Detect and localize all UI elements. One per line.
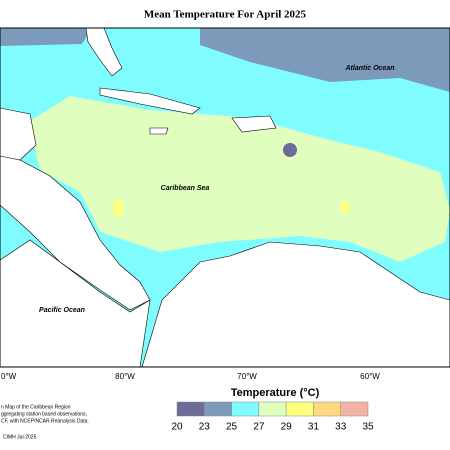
yucatan	[0, 107, 37, 161]
ocean-label: Atlantic Ocean	[344, 65, 394, 72]
sea-label: Caribbean Sea	[161, 185, 210, 192]
florida	[85, 27, 123, 77]
lon-label: 0°W	[1, 372, 17, 381]
central-america	[0, 149, 151, 311]
jamaica	[149, 127, 169, 135]
ocean-label: Pacific Ocean	[39, 307, 85, 314]
south-america	[141, 241, 450, 368]
legend-tick-label: 27	[253, 422, 265, 433]
cool-spot	[283, 143, 297, 157]
legend-tick-label: 31	[308, 422, 320, 433]
legend-tick-label: 20	[171, 422, 183, 433]
legend-tick-label: 29	[281, 422, 293, 433]
legend-swatch	[176, 401, 205, 417]
title: Mean Temperature For April 2025	[144, 9, 307, 21]
lon-label: 80°W	[115, 372, 135, 381]
legend-tick-label: 23	[199, 422, 211, 433]
legend-tick-label: 33	[335, 422, 347, 433]
cool-region	[0, 28, 92, 46]
legend-tick-label: 35	[362, 422, 374, 433]
lon-label: 60°W	[360, 372, 380, 381]
map-frame	[0, 27, 450, 368]
legend-swatch	[340, 401, 369, 417]
legend-swatch	[285, 401, 314, 417]
footnote-line: n Map of the Caribbean Region	[1, 404, 71, 410]
legend-swatch	[231, 401, 260, 417]
footnote-line: ggregating station based observations,	[1, 411, 87, 417]
legend: 20 23 25 27 29 31 33 35	[171, 401, 374, 433]
hot-spot	[113, 199, 123, 217]
legend-swatch	[313, 401, 341, 417]
legend-tick-label: 25	[226, 422, 238, 433]
footnote-line: CF, with NCEP/NCAR Reanalysis Data.	[1, 418, 89, 424]
hot-spot	[340, 201, 350, 213]
legend-swatch	[204, 401, 232, 417]
hispaniola	[231, 115, 277, 133]
warm-region	[28, 96, 450, 262]
footnote: n Map of the Caribbean Region ggregating…	[1, 404, 89, 440]
longitude-axis: 0°W 80°W 70°W 60°W	[1, 372, 380, 381]
legend-title: Temperature (°C)	[231, 387, 320, 399]
cuba	[99, 87, 201, 115]
legend-swatch	[258, 401, 287, 417]
lon-label: 70°W	[237, 372, 257, 381]
map: Atlantic Ocean Caribbean Sea Pacific Oce…	[0, 27, 450, 368]
cool-region	[200, 28, 450, 92]
footnote-line: CIMH Jul-2025	[3, 434, 37, 440]
